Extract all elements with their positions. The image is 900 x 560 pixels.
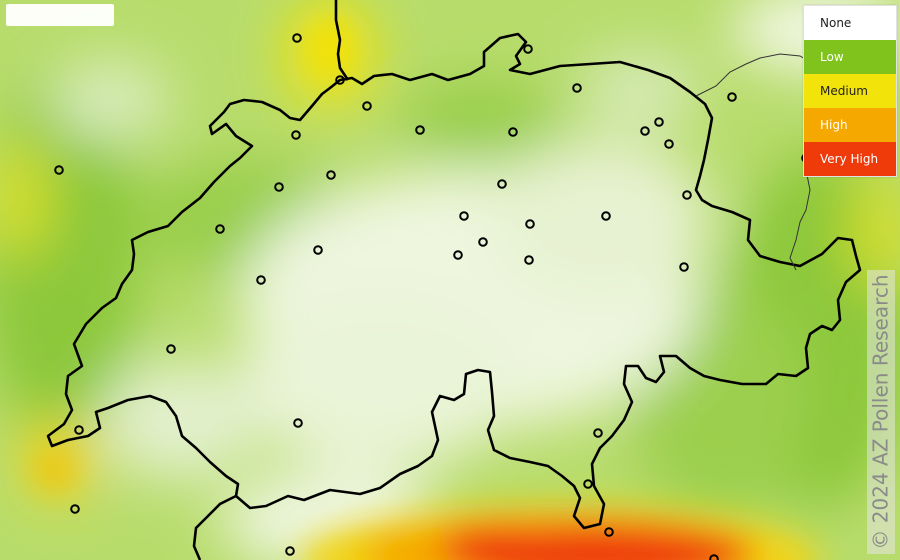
legend-item-none: None [804,6,896,40]
station-marker-icon[interactable] [709,554,719,560]
station-marker-icon[interactable] [54,165,64,175]
station-marker-icon[interactable] [497,179,507,189]
station-marker-icon[interactable] [604,527,614,537]
station-marker-icon[interactable] [335,75,345,85]
station-marker-icon[interactable] [508,127,518,137]
station-marker-icon[interactable] [478,237,488,247]
station-marker-icon[interactable] [274,182,284,192]
legend-item-medium: Medium [804,74,896,108]
legend-label: Low [820,50,844,64]
station-marker-icon[interactable] [682,190,692,200]
station-marker-icon[interactable] [679,262,689,272]
legend-label: Medium [820,84,868,98]
station-marker-icon[interactable] [593,428,603,438]
station-marker-icon[interactable] [453,250,463,260]
legend-item-low: Low [804,40,896,74]
station-marker-icon[interactable] [459,211,469,221]
legend-item-high: High [804,108,896,142]
station-marker-icon[interactable] [525,219,535,229]
station-marker-icon[interactable] [166,344,176,354]
station-marker-icon[interactable] [362,101,372,111]
station-marker-icon[interactable] [215,224,225,234]
legend-label: None [820,16,852,30]
copyright-label: © 2024 AZ Pollen Research [867,270,895,554]
station-marker-icon[interactable] [664,139,674,149]
station-marker-icon[interactable] [70,504,80,514]
national-border [46,0,862,530]
station-marker-icon[interactable] [256,275,266,285]
legend-item-very-high: Very High [804,142,896,176]
station-marker-icon[interactable] [326,170,336,180]
station-marker-icon[interactable] [292,33,302,43]
legend-label: High [820,118,848,132]
station-marker-icon[interactable] [523,44,533,54]
station-marker-icon[interactable] [415,125,425,135]
station-marker-icon[interactable] [727,92,737,102]
station-marker-icon[interactable] [74,425,84,435]
station-marker-icon[interactable] [654,117,664,127]
station-marker-icon[interactable] [291,130,301,140]
station-marker-icon[interactable] [572,83,582,93]
border-segment-south [192,494,237,560]
pollen-legend: None Low Medium High Very High [803,5,897,177]
station-marker-icon[interactable] [293,418,303,428]
station-markers [54,33,811,560]
station-marker-icon[interactable] [640,126,650,136]
title-box [6,4,114,26]
legend-label: Very High [820,152,879,166]
station-marker-icon[interactable] [601,211,611,221]
station-marker-icon[interactable] [524,255,534,265]
station-marker-icon[interactable] [285,546,295,556]
station-marker-icon[interactable] [313,245,323,255]
copyright-text: © 2024 AZ Pollen Research [869,274,894,550]
station-marker-icon[interactable] [583,479,593,489]
